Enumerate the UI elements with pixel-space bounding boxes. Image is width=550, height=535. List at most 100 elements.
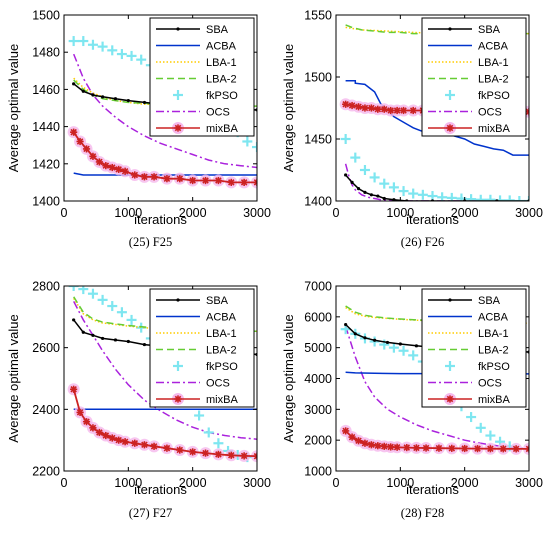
legend-item-ocs: OCS bbox=[428, 378, 502, 390]
legend-label: fkPSO bbox=[206, 361, 238, 373]
legend-item-acba: ACBA bbox=[156, 312, 237, 324]
series-fkpso-point bbox=[379, 178, 390, 189]
series-fkpso-point bbox=[369, 172, 380, 183]
y-tick-label: 2600 bbox=[32, 341, 60, 355]
series-ocs-line bbox=[73, 53, 257, 169]
legend-label: LBA-2 bbox=[478, 74, 509, 86]
series-mixba-point bbox=[189, 176, 197, 185]
series-lba-2-line bbox=[345, 24, 529, 35]
legend-label: LBA-1 bbox=[478, 57, 509, 69]
chart-f25: 0 1000 2000 3000 1400 1420 1440 1460 1480 1500 SB… bbox=[6, 9, 271, 250]
y-axis-label: Average optimal value bbox=[281, 44, 296, 172]
series-fkpso-point bbox=[116, 49, 127, 60]
x-tick-label: 3000 bbox=[243, 476, 271, 490]
series-fkpso-point bbox=[388, 182, 399, 193]
series-fkpso-point bbox=[126, 314, 137, 325]
series-ocs bbox=[73, 53, 257, 169]
series-fkpso-point bbox=[78, 286, 89, 295]
legend-item-lba-2: LBA-2 bbox=[428, 345, 509, 357]
series-sba-point bbox=[385, 340, 390, 345]
legend-item-mixba: mixBA bbox=[156, 122, 238, 135]
x-tick-label: 0 bbox=[333, 206, 340, 220]
series-fkpso-point bbox=[194, 410, 205, 421]
legend-box bbox=[149, 17, 255, 137]
legend-item-ocs: OCS bbox=[156, 107, 230, 119]
legend-marker bbox=[176, 27, 180, 31]
legend-label: fkPSO bbox=[206, 90, 238, 102]
series-mixba-point bbox=[342, 427, 350, 435]
series-mixba-point bbox=[201, 176, 210, 185]
series-sba-point bbox=[353, 332, 357, 336]
series-fkpso-point bbox=[203, 427, 214, 438]
series-mixba-point bbox=[354, 103, 363, 111]
series-mixba-point bbox=[361, 439, 369, 447]
legend-item-lba-1: LBA-1 bbox=[428, 57, 509, 69]
series-mixba-point bbox=[473, 445, 482, 453]
series-sba-point bbox=[344, 173, 348, 177]
series-fkpso-point bbox=[427, 191, 438, 201]
series-mixba-point bbox=[102, 431, 110, 440]
series-fkpso-point bbox=[340, 134, 351, 144]
series-mixba-point bbox=[102, 162, 110, 170]
series-mixba-point bbox=[393, 106, 401, 115]
legend-label: ACBA bbox=[478, 41, 509, 53]
legend-item-acba: ACBA bbox=[428, 41, 509, 53]
y-tick-label: 1400 bbox=[32, 195, 60, 209]
x-axis-label: iterations bbox=[406, 482, 459, 497]
legend: SBA ACBA LBA-1 LBA-2 fkPSO OCS mixBA bbox=[149, 17, 255, 137]
legend-label: SBA bbox=[478, 295, 501, 307]
series-mixba-point bbox=[342, 100, 350, 108]
series-fkpso-point bbox=[417, 189, 428, 200]
x-axis-label: iterations bbox=[134, 482, 187, 497]
series-sba-point bbox=[369, 193, 373, 197]
legend: SBA ACBA LBA-1 LBA-2 fkPSO OCS mixBA bbox=[421, 17, 527, 137]
series-mixba-point bbox=[367, 441, 375, 449]
series-mixba-point bbox=[89, 424, 97, 432]
series-mixba-point bbox=[121, 167, 129, 175]
series-mixba bbox=[67, 126, 257, 189]
legend-marker bbox=[173, 361, 183, 371]
series-mixba-point bbox=[89, 152, 97, 160]
series-sba-point bbox=[72, 318, 76, 322]
legend-item-mixba: mixBA bbox=[428, 122, 510, 135]
legend-label: mixBA bbox=[206, 394, 238, 406]
legend-item-lba-2: LBA-2 bbox=[156, 345, 237, 357]
legend-label: LBA-1 bbox=[206, 57, 237, 69]
legend-marker bbox=[445, 361, 455, 371]
series-fkpso-point bbox=[388, 342, 399, 353]
series-mixba-point bbox=[82, 418, 91, 426]
legend-label: mixBA bbox=[478, 394, 510, 406]
legend-item-mixba: mixBA bbox=[428, 393, 510, 406]
series-mixba-point bbox=[525, 445, 529, 453]
series-sba-point bbox=[91, 333, 95, 337]
x-axis-label: iterations bbox=[406, 212, 459, 227]
x-tick-label: 1000 bbox=[114, 206, 142, 220]
series-ocs-line bbox=[344, 163, 529, 201]
legend-item-acba: ACBA bbox=[428, 312, 509, 324]
series-lba-2 bbox=[345, 24, 529, 35]
legend-item-fkpso: fkPSO bbox=[445, 361, 510, 373]
series-fkpso-point bbox=[350, 152, 361, 163]
series-mixba-point bbox=[380, 442, 388, 450]
legend-item-sba: SBA bbox=[156, 24, 229, 36]
series-fkpso-point bbox=[514, 196, 525, 201]
legend-label: LBA-2 bbox=[478, 345, 509, 357]
x-tick-label: 3000 bbox=[515, 206, 543, 220]
series-ocs bbox=[344, 163, 529, 201]
series-mixba-point bbox=[403, 443, 411, 452]
legend-label: SBA bbox=[478, 24, 501, 36]
legend-marker bbox=[448, 27, 452, 31]
y-tick-label: 1460 bbox=[32, 83, 60, 97]
legend-label: OCS bbox=[478, 107, 502, 119]
x-tick-label: 2000 bbox=[451, 476, 479, 490]
y-tick-label: 1450 bbox=[304, 133, 332, 147]
series-fkpso-point bbox=[213, 438, 224, 449]
legend-box bbox=[421, 288, 527, 408]
legend-label: SBA bbox=[206, 24, 229, 36]
series-mixba-point bbox=[95, 428, 103, 437]
legend-box bbox=[149, 288, 255, 408]
series-mixba-point bbox=[131, 171, 139, 179]
series-mixba-point bbox=[240, 452, 248, 460]
y-axis-label: Average optimal value bbox=[281, 314, 296, 442]
series-sba-point bbox=[142, 100, 147, 105]
